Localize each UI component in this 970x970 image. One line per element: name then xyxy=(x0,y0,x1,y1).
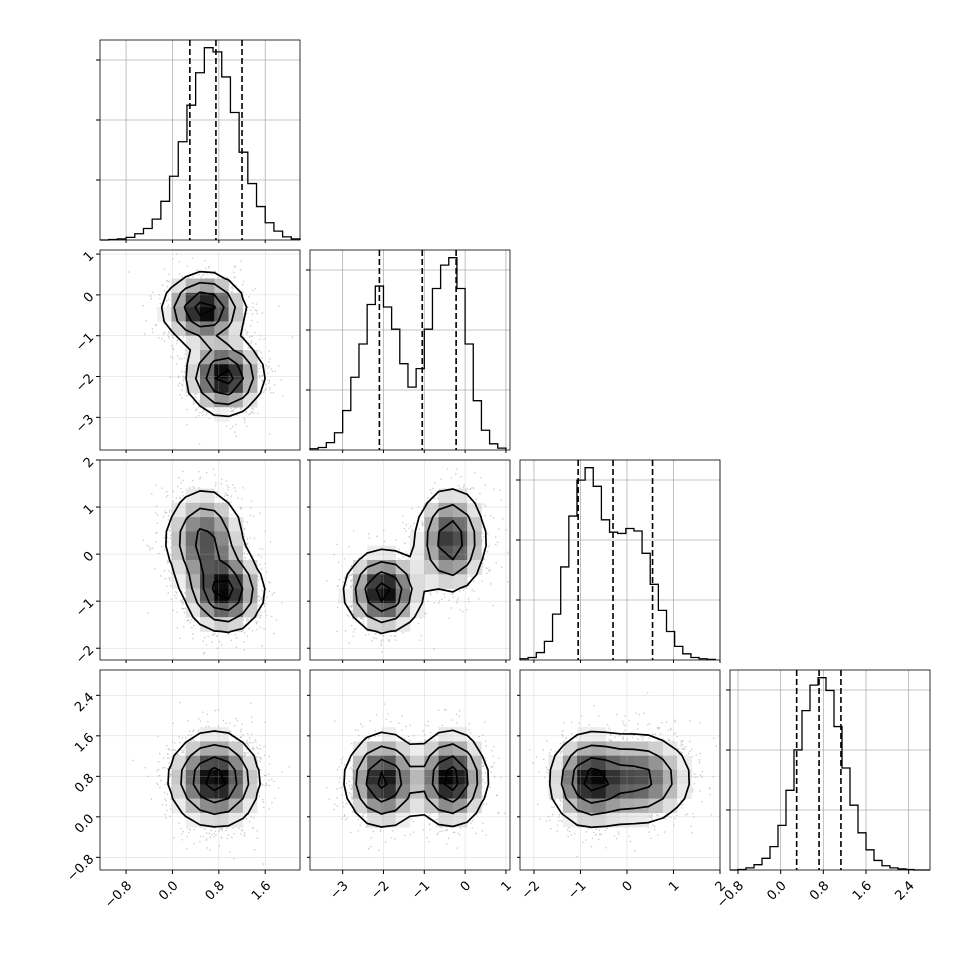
x-tick-label: −3 xyxy=(328,878,352,902)
x-tick-label: 0 xyxy=(458,878,474,894)
y-tick-label: −1 xyxy=(73,596,97,620)
y-tick-label: 2.4 xyxy=(72,690,97,715)
contours-1-0 xyxy=(160,270,266,418)
panel-frame xyxy=(99,459,301,661)
histogram-4 xyxy=(730,677,930,871)
x-tick-label: 1 xyxy=(499,878,515,894)
x-tick-label: 0.8 xyxy=(807,878,832,903)
y-tick-label: −3 xyxy=(73,412,97,436)
contours-2-0 xyxy=(165,490,266,634)
x-tick-label: −1 xyxy=(565,878,589,902)
y-tick-label: 0 xyxy=(81,549,97,565)
panel-frame xyxy=(729,669,931,871)
x-tick-label: 0.8 xyxy=(203,878,228,903)
x-tick-label: 1.6 xyxy=(249,878,274,903)
x-tick-label: −2 xyxy=(368,878,392,902)
panel-frame xyxy=(99,249,301,451)
y-tick-label: 0.8 xyxy=(72,771,97,796)
panel-frame xyxy=(519,459,721,661)
contour-layer xyxy=(160,270,691,829)
y-tick-label: 1 xyxy=(81,502,97,518)
contours-2-1 xyxy=(342,488,487,635)
density-3-0 xyxy=(171,727,258,828)
density-1-0 xyxy=(157,278,258,422)
histogram-1 xyxy=(100,47,301,241)
y-tick-label: −1 xyxy=(73,330,97,354)
histogram-2 xyxy=(309,257,507,450)
x-tick-label: 0.0 xyxy=(156,878,181,903)
x-tick-label: −2 xyxy=(519,878,543,902)
y-tick-label: −0.8 xyxy=(64,852,97,885)
y-tick-label: 0.0 xyxy=(72,812,97,837)
y-tick-label: −2 xyxy=(73,643,97,667)
panel-frame xyxy=(309,459,511,661)
grid-layer xyxy=(100,40,930,870)
histogram-layer xyxy=(100,40,930,871)
x-tick-label: −0.8 xyxy=(102,878,135,911)
y-tick-label: 2 xyxy=(81,455,97,471)
panel-frame xyxy=(309,669,511,871)
panel-frame xyxy=(99,669,301,871)
contours-3-2 xyxy=(548,730,691,829)
density-3-1 xyxy=(352,727,482,828)
x-tick-label: 0 xyxy=(620,878,636,894)
x-tick-label: 2.4 xyxy=(892,878,917,903)
axes-layer xyxy=(96,39,931,874)
x-tick-label: 1.6 xyxy=(850,878,875,903)
y-tick-label: 1.6 xyxy=(72,731,97,756)
y-tick-label: 1 xyxy=(81,249,97,265)
histogram-3 xyxy=(519,467,716,661)
x-tick-label: 1 xyxy=(666,878,682,894)
y-tick-label: 0 xyxy=(81,290,97,306)
contours-3-1 xyxy=(343,729,490,828)
panel-frame xyxy=(99,39,301,241)
panel-frame xyxy=(309,249,511,451)
x-tick-label: −1 xyxy=(409,878,433,902)
contours-3-0 xyxy=(167,730,261,828)
y-tick-label: −2 xyxy=(73,371,97,395)
x-tick-label: 0.0 xyxy=(764,878,789,903)
panel-frame xyxy=(519,669,721,871)
